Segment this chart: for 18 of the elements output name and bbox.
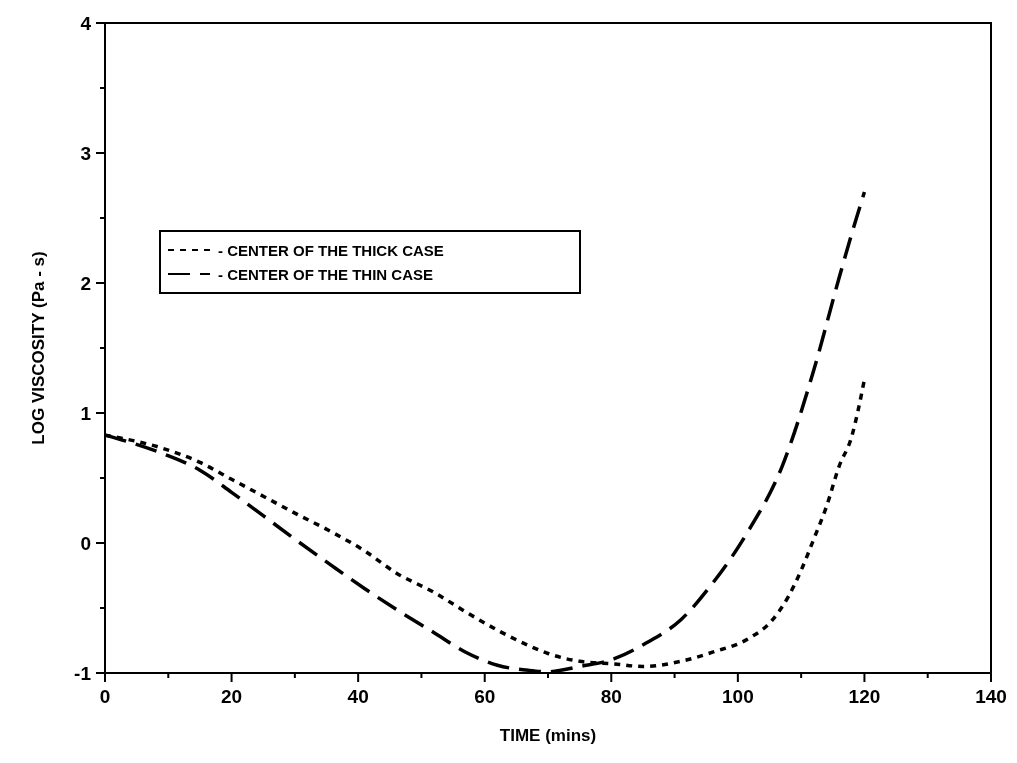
y-tick-label: 2 bbox=[80, 273, 91, 294]
x-tick-label: 140 bbox=[975, 686, 1007, 707]
x-tick-label: 0 bbox=[99, 686, 111, 707]
y-tick-label: 1 bbox=[80, 403, 92, 424]
legend-label: - CENTER OF THE THICK CASE bbox=[218, 242, 444, 259]
x-axis-title: TIME (mins) bbox=[499, 726, 597, 745]
y-tick-label: 3 bbox=[80, 143, 91, 164]
y-tick-label: 0 bbox=[80, 533, 91, 554]
y-axis-title: LOG VISCOSITY (Pa - s) bbox=[29, 251, 48, 445]
y-tick-label: 4 bbox=[80, 13, 92, 34]
x-tick-label: 60 bbox=[474, 686, 496, 707]
x-tick-label: 120 bbox=[848, 686, 881, 707]
x-tick-label: 80 bbox=[600, 686, 622, 707]
x-tick-label: 100 bbox=[722, 686, 754, 707]
legend-label: - CENTER OF THE THIN CASE bbox=[218, 266, 434, 283]
y-tick-label: -1 bbox=[74, 663, 92, 684]
x-tick-label: 20 bbox=[221, 686, 243, 707]
x-tick-label: 40 bbox=[347, 686, 369, 707]
